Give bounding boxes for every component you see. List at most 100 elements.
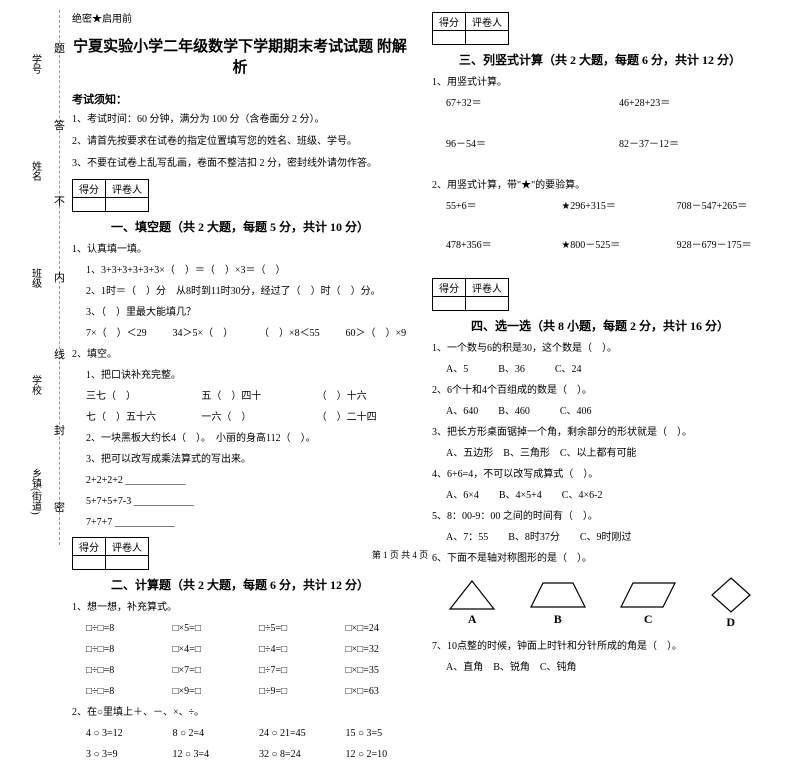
q2-r4-2: □÷9=□ [259,683,322,700]
q4-3o: A、五边形 B、三角形 C、以上都有可能 [432,445,768,462]
q3-d: 82－37－12＝ [619,136,768,153]
notice-2: 2、请首先按要求在试卷的指定位置填写您的姓名、班级、学号。 [72,133,408,151]
q3-f: ★296+315＝ [561,198,652,215]
q2-s1-2: 24 ○ 21=45 [259,725,322,742]
q2-r1-3: □×□=24 [346,620,409,637]
q2-r4-0: □÷□=8 [86,683,149,700]
q1-l3: 3、（ ）里最大能填几？ [72,304,408,321]
notice-heading: 考试须知： [72,91,408,107]
q1-p3: 3、把可以改写成乘法算式的写出来。 [72,451,408,468]
shape-label-d: D [709,615,753,630]
q4-5: 5、8：00-9：00 之间的时间有（ ）。 [432,508,768,525]
q4-5o: A、7：55 B、8时37分 C、9时刚过 [432,529,768,546]
q1-e3: 7+7+7 ____________ [72,514,408,531]
q1-head: 1、认真填一填。 [72,241,408,258]
scorebox-grader-label: 评卷人 [466,279,509,297]
q2-r1-1: □×5=□ [173,620,236,637]
bind-label-id: 学号 [15,34,55,94]
q2-r2-3: □×□=32 [346,641,409,658]
triangle-icon [447,578,497,612]
q4-1o: A、5 B、36 C、24 [432,361,768,378]
q2-r4-3: □×□=63 [346,683,409,700]
q1-r2b: 一六（ ） [201,409,292,426]
q2-r3-2: □÷7=□ [259,662,322,679]
q4-1: 1、一个数与6的积是30，这个数是（ ）。 [432,340,768,357]
scorebox-score-label: 得分 [433,279,466,297]
dash-word: 封 [54,422,65,438]
section-1-heading: 一、填空题（共 2 大题，每题 5 分，共计 10 分） [72,216,408,237]
q1-r1c: （ ）十六 [317,388,408,405]
parallelogram-icon [618,578,678,612]
q3-h2: 2、用竖式计算，带"★"的要验算。 [432,177,768,194]
q3-h: 478+356＝ [446,237,537,254]
q2-r3-1: □×7=□ [173,662,236,679]
q2-s1-0: 4 ○ 3=12 [86,725,149,742]
scorebox-cell [106,198,149,212]
q1-l4a: 7×（ ）＜29 [86,325,149,342]
q1-p2: 2、一块黑板大约长4（ ）。 小丽的身高112（ ）。 [72,430,408,447]
bind-label-name: 姓名 [15,141,55,201]
scorebox-1: 得分 评卷人 [72,179,408,212]
trapezoid-icon [528,578,588,612]
page-footer: 第 1 页 共 4 页 [0,548,800,561]
q1-r1a: 三七（ ） [86,388,177,405]
q1-l4c: （ ）×8＜55 [259,325,322,342]
q3-h1: 1、用竖式计算。 [432,74,768,91]
q1-e2: 5+7+5+7-3 ____________ [72,493,408,510]
q2-head2: 2、在○里填上＋、－、×、÷。 [72,704,408,721]
left-column: 绝密★启用前 宁夏实验小学二年级数学下学期期末考试试题 附解析 考试须知： 1、… [60,10,420,545]
shape-label-c: C [618,612,678,627]
q4-2o: A、640 B、460 C、406 [432,403,768,420]
right-column: 得分 评卷人 三、列竖式计算（共 2 大题，每题 6 分，共计 12 分） 1、… [420,10,780,545]
q1-l4b: 34＞5×（ ） [173,325,236,342]
bind-label-class: 班级 [15,248,55,308]
q2-r1-0: □÷□=8 [86,620,149,637]
shapes-row: A B C D [432,571,768,634]
exam-title: 宁夏实验小学二年级数学下学期期末考试试题 附解析 [72,29,408,83]
q1-r1b: 五（ ）四十 [201,388,292,405]
scorebox-cell [433,297,466,311]
shape-label-a: A [447,612,497,627]
q3-g: 708－547+265＝ [677,198,768,215]
q3-i: ★800－525＝ [561,237,652,254]
bind-label-town: 乡镇(街道) [15,462,55,522]
q2-r1-2: □÷5=□ [259,620,322,637]
q1-e1: 2+2+2+2 ____________ [72,472,408,489]
dash-word: 答 [54,117,65,133]
notice-1: 1、考试时间：60 分钟，满分为 100 分（含卷面分 2 分）。 [72,111,408,129]
q2-s2-2: 32 ○ 8=24 [259,746,322,763]
dash-word: 线 [54,346,65,362]
q4-4o: A、6×4 B、4×5+4 C、4×6-2 [432,487,768,504]
diamond-icon [709,575,753,615]
scorebox-score-label: 得分 [433,13,466,31]
q2-s2-0: 3 ○ 3=9 [86,746,149,763]
scorebox-cell [466,31,509,45]
q1-l4d: 60＞（ ）×9 [346,325,409,342]
q1-head2: 2、填空。 [72,346,408,363]
q2-r3-3: □×□=35 [346,662,409,679]
q4-7o: A、直角 B、锐角 C、钝角 [432,659,768,676]
scorebox-3: 得分 评卷人 [432,12,768,45]
q4-7: 7、10点整的时候，钟面上时针和分针所成的角是（ ）。 [432,638,768,655]
dash-word: 不 [54,193,65,209]
q2-r4-1: □×9=□ [173,683,236,700]
binding-margin: 学号 姓名 班级 学校 乡镇(街道) 题 答 不 内 线 封 密 [10,10,60,545]
scorebox-cell [466,297,509,311]
dash-word: 密 [54,499,65,515]
section-2-heading: 二、计算题（共 2 大题，每题 6 分，共计 12 分） [72,574,408,595]
q3-a: 67+32＝ [446,95,595,112]
scorebox-cell [433,31,466,45]
scorebox-score-label: 得分 [73,180,106,198]
q1-l2: 2、1时＝（ ）分 从8时到11时30分，经过了（ ）时（ ）分。 [72,283,408,300]
scorebox-grader-label: 评卷人 [106,180,149,198]
q1-l1: 1、3+3+3+3+3+3×（ ）＝（ ）×3＝（ ） [72,262,408,279]
q4-2: 2、6个十和4个百组成的数是（ ）。 [432,382,768,399]
secret-label: 绝密★启用前 [72,10,408,25]
dash-word: 内 [54,269,65,285]
bind-label-school: 学校 [15,355,55,415]
q4-4: 4、6+6=4，不可以改写成算式（ ）。 [432,466,768,483]
q2-r2-2: □÷4=□ [259,641,322,658]
q3-j: 928－679－175＝ [677,237,768,254]
q2-s1-1: 8 ○ 2=4 [173,725,236,742]
q2-r2-1: □×4=□ [173,641,236,658]
